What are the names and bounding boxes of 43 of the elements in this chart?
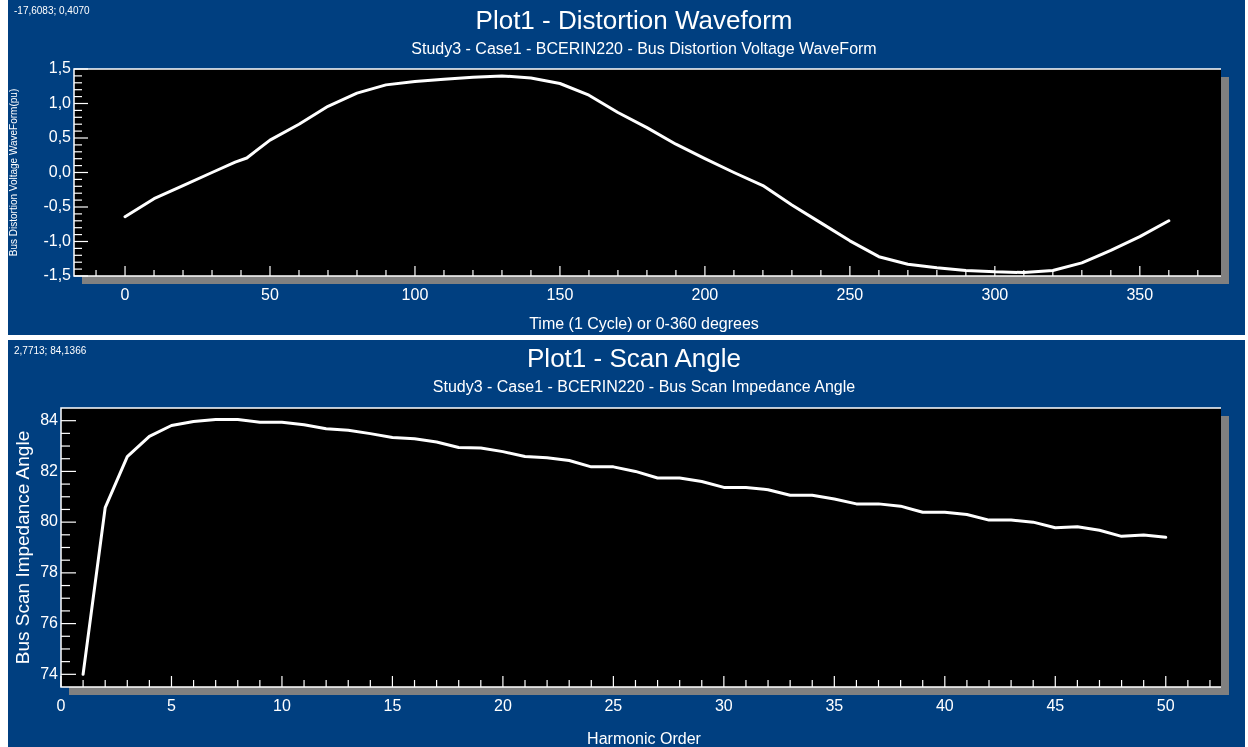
x-axis-title: Harmonic Order bbox=[587, 730, 702, 747]
y-tick-label: 82 bbox=[40, 461, 59, 479]
x-tick-label: 30 bbox=[714, 697, 733, 714]
y-tick-label: 0,0 bbox=[48, 162, 72, 180]
y-tick-label: 84 bbox=[40, 410, 59, 428]
x-tick-label: 45 bbox=[1046, 697, 1065, 714]
x-tick-label: 40 bbox=[935, 697, 954, 714]
x-tick-label: 0 bbox=[120, 286, 130, 303]
x-tick-label: 25 bbox=[604, 697, 623, 714]
x-tick-label: 250 bbox=[836, 286, 864, 303]
text: -17,6083; 0,4070 bbox=[14, 5, 91, 16]
y-tick-label: 1,5 bbox=[48, 59, 72, 77]
y-tick-label: -1,0 bbox=[43, 231, 72, 249]
x-tick-label: 10 bbox=[273, 697, 291, 714]
x-tick-label: 35 bbox=[825, 697, 844, 714]
x-tick-label: 50 bbox=[1156, 697, 1175, 714]
x-axis-title: Time (1 Cycle) or 0-360 degrees bbox=[529, 315, 759, 333]
x-tick-label: 350 bbox=[1126, 286, 1154, 303]
x-tick-label: 50 bbox=[261, 286, 279, 303]
y-tick-label: -1,5 bbox=[43, 266, 72, 284]
y-tick-label: 0,5 bbox=[48, 128, 72, 146]
chart-subtitle: Study3 - Case1 - BCERIN220 - Bus Scan Impedance Angle bbox=[432, 378, 856, 396]
y-tick-label: 74 bbox=[40, 664, 59, 682]
y-tick-label: 78 bbox=[40, 563, 59, 581]
x-tick-label: 0 bbox=[56, 697, 66, 714]
x-tick-label: 15 bbox=[383, 697, 402, 714]
y-tick-label: -0,5 bbox=[43, 197, 72, 215]
text: 2,7713; 84,1366 bbox=[14, 345, 87, 356]
x-tick-label: 20 bbox=[494, 697, 512, 714]
x-tick-label: 100 bbox=[401, 286, 429, 303]
chart-title: Plot1 - Distortion Waveform bbox=[475, 4, 793, 35]
line-series bbox=[81, 417, 1168, 676]
y-tick-label: 80 bbox=[40, 512, 59, 530]
y-axis-title: Bus Distortion Voltage WaveForm(pu) bbox=[7, 88, 19, 257]
x-tick-label: 300 bbox=[981, 286, 1009, 303]
x-tick-label: 200 bbox=[691, 286, 719, 303]
x-tick-label: 150 bbox=[546, 286, 574, 303]
y-tick-label: 1,0 bbox=[48, 93, 72, 111]
y-axis-title: Bus Scan Impedance Angle bbox=[12, 430, 34, 665]
y-tick-label: 76 bbox=[40, 613, 59, 631]
x-tick-label: 5 bbox=[167, 697, 177, 714]
chart-title: Plot1 - Scan Angle bbox=[527, 342, 741, 373]
chart-subtitle: Study3 - Case1 - BCERIN220 - Bus Distortion Voltage WaveForm bbox=[411, 40, 877, 58]
